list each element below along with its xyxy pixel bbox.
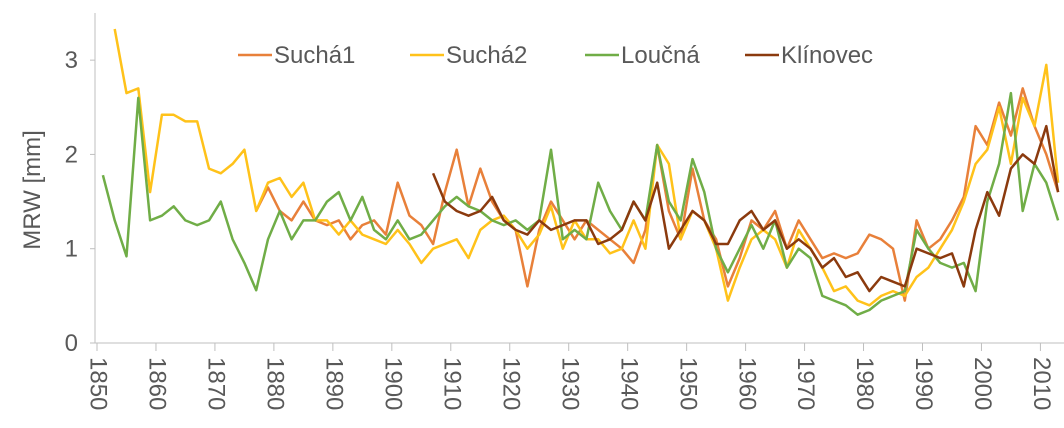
legend-label: Suchá1 bbox=[274, 42, 355, 69]
legend-label: Klínovec bbox=[781, 42, 873, 69]
x-tick-label: 1980 bbox=[851, 357, 878, 410]
series-line bbox=[255, 87, 1060, 302]
x-tick-label: 1960 bbox=[733, 357, 760, 410]
lines bbox=[101, 28, 1060, 316]
y-axis-label: MRW [mm] bbox=[19, 130, 46, 250]
series-line bbox=[101, 91, 1060, 316]
x-tick-label: 2000 bbox=[969, 357, 996, 410]
x-tick-label: 1850 bbox=[85, 357, 112, 410]
y-tick-label: 3 bbox=[65, 47, 78, 74]
x-tick-label: 1920 bbox=[497, 357, 524, 410]
x-tick-label: 1910 bbox=[438, 357, 465, 410]
x-tick-label: 1930 bbox=[556, 357, 583, 410]
x-tick-label: 1900 bbox=[379, 357, 406, 410]
series-line bbox=[113, 28, 1060, 307]
x-tick-label: 1890 bbox=[321, 357, 348, 410]
x-tick-label: 1970 bbox=[792, 357, 819, 410]
x-tick-label: 1990 bbox=[910, 357, 937, 410]
x-tick-label: 1950 bbox=[674, 357, 701, 410]
y-tick-label: 2 bbox=[65, 141, 78, 168]
y-tick-label: 1 bbox=[65, 236, 78, 263]
x-tick-label: 1860 bbox=[144, 357, 171, 410]
legend-label: Suchá2 bbox=[446, 42, 527, 69]
y-tick-label: 0 bbox=[65, 330, 78, 357]
legend-label: Loučná bbox=[621, 42, 700, 69]
series-line bbox=[431, 124, 1060, 293]
x-tick-label: 1940 bbox=[615, 357, 642, 410]
x-tick-label: 1870 bbox=[203, 357, 230, 410]
x-tick-label: 1880 bbox=[262, 357, 289, 410]
x-tick-label: 2010 bbox=[1028, 357, 1055, 410]
